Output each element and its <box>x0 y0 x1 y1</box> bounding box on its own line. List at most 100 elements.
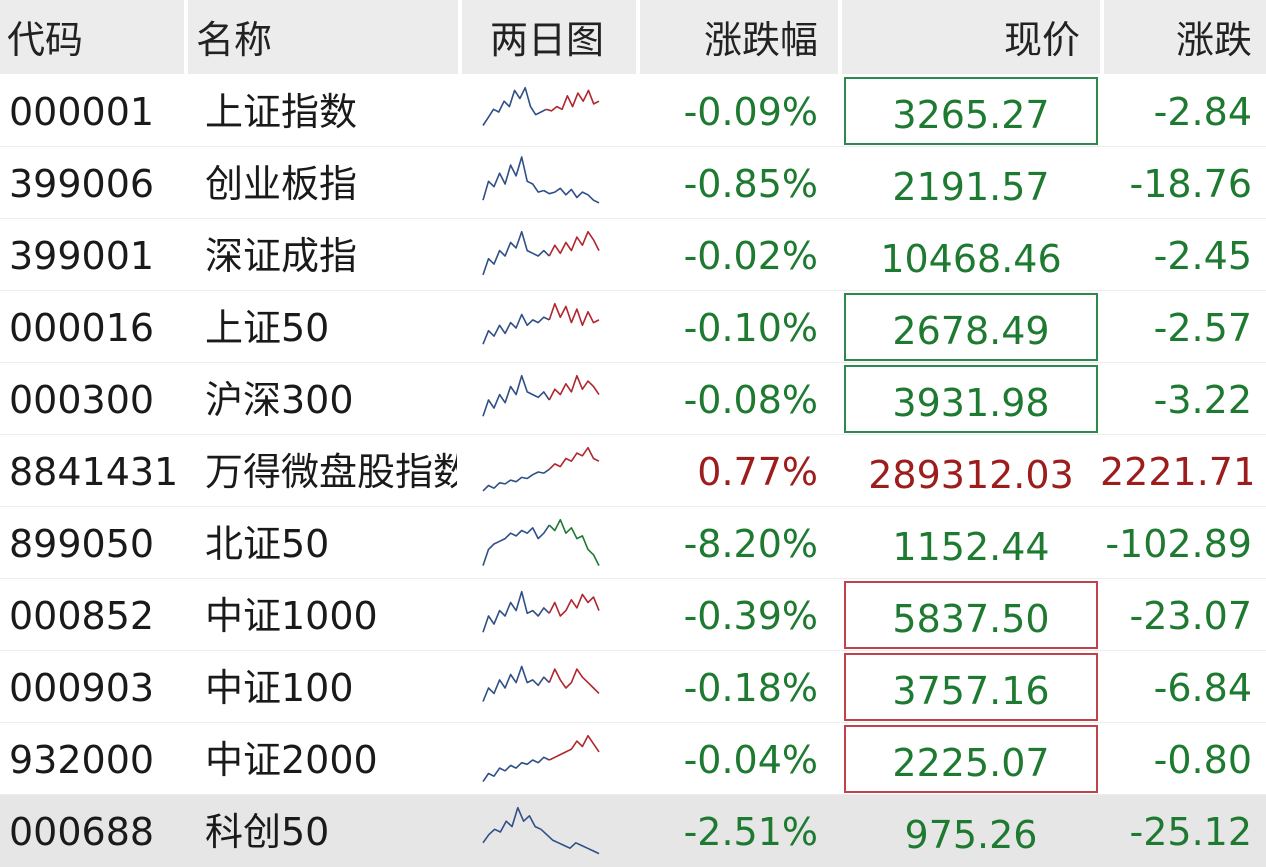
row-name: 上证指数 <box>205 90 358 134</box>
table-row[interactable]: 000852 中证1000 -0.39% 5837.50 -23.07 <box>0 579 1266 651</box>
row-code: 000001 <box>9 90 155 134</box>
table-row[interactable]: 399001 深证成指 -0.02% 10468.46 -2.45 <box>0 219 1266 291</box>
two-day-sparkline <box>482 665 600 702</box>
header-code[interactable]: 代码 <box>7 18 84 62</box>
row-price: 2225.07 <box>844 725 1098 793</box>
row-price: 5837.50 <box>844 581 1098 649</box>
sparkline-day2 <box>543 187 600 204</box>
two-day-sparkline <box>482 374 600 417</box>
row-name: 中证2000 <box>205 738 378 782</box>
sparkline-day1 <box>482 468 550 492</box>
sparkline-day2 <box>548 446 600 470</box>
sparkline-day2 <box>548 518 600 566</box>
two-day-sparkline <box>482 590 600 633</box>
table-row[interactable]: 000016 上证50 -0.10% 2678.49 -2.57 <box>0 291 1266 363</box>
header-change-pct[interactable]: 涨跌幅 <box>703 18 818 62</box>
table-header: 代码 名称 两日图 涨跌幅 现价 涨跌 <box>0 0 1266 74</box>
row-change: -25.12 <box>1129 810 1253 854</box>
sparkline-day2 <box>548 230 600 257</box>
row-code: 399006 <box>9 162 155 206</box>
sparkline-day2 <box>546 89 600 112</box>
row-price: 3757.16 <box>844 653 1098 721</box>
sparkline-day1 <box>482 86 547 126</box>
sparkline-day1 <box>482 590 550 633</box>
sparkline-day1 <box>482 313 550 345</box>
row-change-pct: -0.85% <box>683 162 818 206</box>
sparkline-day1 <box>482 665 550 702</box>
two-day-sparkline <box>482 806 600 855</box>
table-row[interactable]: 000903 中证100 -0.18% 3757.16 -6.84 <box>0 651 1266 723</box>
row-price: 3265.27 <box>844 77 1098 145</box>
row-change: -18.76 <box>1129 162 1253 206</box>
row-code: 000903 <box>9 666 155 710</box>
row-change: -23.07 <box>1129 594 1253 638</box>
sparkline-day1 <box>482 524 550 566</box>
header-price[interactable]: 现价 <box>1003 18 1080 62</box>
table-row[interactable]: 000001 上证指数 -0.09% 3265.27 -2.84 <box>0 75 1266 147</box>
row-name: 上证50 <box>205 306 330 350</box>
row-name: 北证50 <box>205 522 330 566</box>
header-chart[interactable]: 两日图 <box>490 18 605 62</box>
row-change: -102.89 <box>1105 522 1252 566</box>
row-price: 289312.03 <box>868 453 1074 497</box>
table-row[interactable]: 899050 北证50 -8.20% 1152.44 -102.89 <box>0 507 1266 579</box>
two-day-sparkline <box>482 302 600 345</box>
row-change: -2.45 <box>1153 234 1252 278</box>
sparkline-day2 <box>548 734 600 761</box>
two-day-sparkline <box>482 446 600 492</box>
row-name: 深证成指 <box>205 234 358 278</box>
row-change-pct: -0.02% <box>683 234 818 278</box>
row-change: -3.22 <box>1153 378 1252 422</box>
sparkline-day2 <box>548 668 600 694</box>
row-code: 000852 <box>9 594 155 638</box>
row-change-pct: -0.10% <box>683 306 818 350</box>
row-change: -6.84 <box>1153 666 1252 710</box>
row-change: -2.57 <box>1153 306 1252 350</box>
row-code: 000688 <box>9 810 155 854</box>
row-change-pct: -2.51% <box>683 810 818 854</box>
row-code: 899050 <box>9 522 155 566</box>
two-day-sparkline <box>482 734 600 783</box>
row-code: 399001 <box>9 234 155 278</box>
sparkline-day1 <box>482 806 542 844</box>
table-row[interactable]: 8841431 万得微盘股指数 0.77% 289312.03 2221.71 <box>0 435 1266 507</box>
row-name: 中证100 <box>205 666 354 710</box>
table-row[interactable]: 000688 科创50 -2.51% 975.26 -25.12 <box>0 795 1266 867</box>
row-change: 2221.71 <box>1100 450 1252 494</box>
row-change-pct: 0.77% <box>697 450 818 494</box>
sparkline-day1 <box>482 756 550 783</box>
row-name: 中证1000 <box>205 594 378 638</box>
sparkline-day1 <box>482 374 550 417</box>
two-day-sparkline <box>482 230 600 276</box>
row-price: 2678.49 <box>844 293 1098 361</box>
row-name: 科创50 <box>205 810 330 854</box>
header-change[interactable]: 涨跌 <box>1175 18 1252 62</box>
row-code: 000300 <box>9 378 155 422</box>
header-name[interactable]: 名称 <box>196 18 273 62</box>
header-divider <box>838 0 842 74</box>
row-change-pct: -0.09% <box>683 90 818 134</box>
header-divider <box>458 0 462 74</box>
header-divider <box>184 0 188 74</box>
row-change-pct: -0.18% <box>683 666 818 710</box>
table-row[interactable]: 932000 中证2000 -0.04% 2225.07 -0.80 <box>0 723 1266 795</box>
row-code: 932000 <box>9 738 155 782</box>
header-divider <box>636 0 640 74</box>
row-price: 10468.46 <box>880 237 1062 281</box>
row-name: 创业板指 <box>205 162 358 206</box>
two-day-sparkline <box>482 86 600 126</box>
row-price: 975.26 <box>904 813 1038 857</box>
sparkline-day2 <box>548 593 600 617</box>
sparkline-day2 <box>548 374 600 401</box>
table-row[interactable]: 399006 创业板指 -0.85% 2191.57 -18.76 <box>0 147 1266 219</box>
two-day-sparkline <box>482 156 600 204</box>
row-change: -2.84 <box>1153 90 1252 134</box>
sparkline-day1 <box>482 156 545 201</box>
row-name: 万得微盘股指数 <box>205 450 457 494</box>
row-change-pct: -8.20% <box>683 522 818 566</box>
row-price: 1152.44 <box>892 525 1050 569</box>
table-row[interactable]: 000300 沪深300 -0.08% 3931.98 -3.22 <box>0 363 1266 435</box>
row-change: -0.80 <box>1153 738 1252 782</box>
row-name: 沪深300 <box>205 378 354 422</box>
